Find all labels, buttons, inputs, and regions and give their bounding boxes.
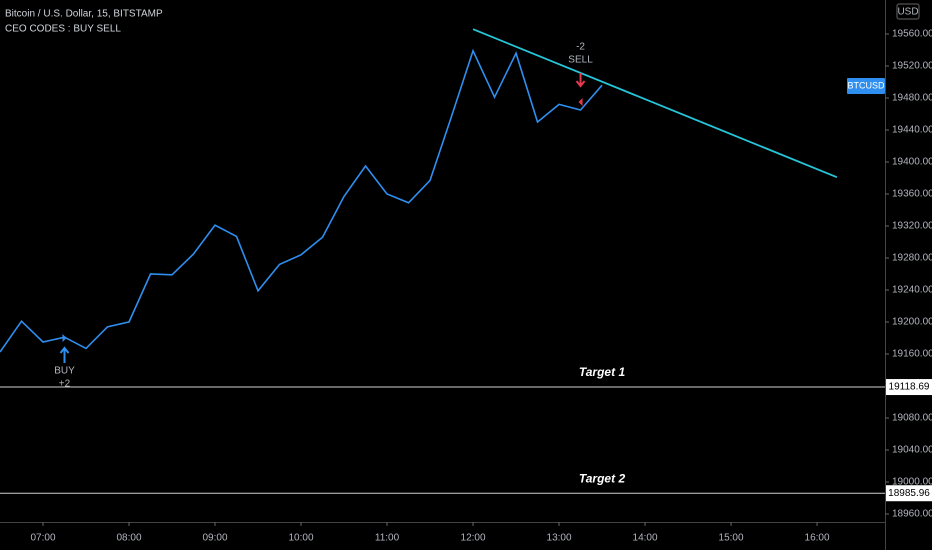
signal-text: BUY — [54, 366, 75, 377]
x-tick-label: 13:00 — [547, 533, 572, 544]
symbol-tag-label: BTCUSD — [847, 80, 885, 90]
x-tick-label: 15:00 — [719, 533, 744, 544]
x-tick-label: 08:00 — [116, 533, 141, 544]
signal-marker — [62, 334, 67, 342]
signal-arrow — [575, 73, 586, 88]
signal-text: SELL — [568, 55, 593, 66]
price-tag — [886, 379, 932, 396]
x-tick-label: 09:00 — [202, 533, 227, 544]
chart-title: Bitcoin / U.S. Dollar, 15, BITSTAMP — [5, 9, 163, 20]
target-name: Target 2 — [579, 471, 626, 485]
price-tag-label: 18985.96 — [888, 488, 930, 499]
y-tick-label: 19160.00 — [892, 349, 932, 360]
currency-box — [896, 3, 920, 20]
target-name: Target 1 — [579, 365, 626, 379]
x-tick-label: 12:00 — [461, 533, 486, 544]
y-tick-label: 19320.00 — [892, 221, 932, 232]
y-tick-label: 19200.00 — [892, 317, 932, 328]
currency-label: USD — [897, 7, 918, 18]
chart-subtitle: CEO CODES : BUY SELL — [5, 24, 121, 35]
x-tick-label: 10:00 — [289, 533, 314, 544]
x-tick-label: 14:00 — [633, 533, 658, 544]
y-tick-label: 19080.00 — [892, 413, 932, 424]
y-tick-label: 19000.00 — [892, 477, 932, 488]
signal-marker — [578, 98, 583, 106]
y-tick-label: 19440.00 — [892, 125, 932, 136]
y-tick-label: 19480.00 — [892, 93, 932, 104]
y-tick-label: 19240.00 — [892, 285, 932, 296]
price-tag — [886, 485, 932, 502]
symbol-tag — [847, 78, 885, 94]
price-tag-label: 19118.69 — [889, 382, 930, 393]
signal-arrow — [59, 346, 70, 363]
x-tick-label: 07:00 — [30, 533, 55, 544]
y-tick-label: 19360.00 — [892, 189, 932, 200]
y-tick-label: 18960.00 — [892, 509, 932, 520]
y-tick-label: 19560.00 — [892, 29, 932, 40]
signal-qty: +2 — [59, 379, 71, 390]
x-tick-label: 11:00 — [375, 533, 400, 544]
y-tick-label: 19280.00 — [892, 253, 932, 264]
price-line — [0, 48, 603, 353]
y-tick-label: 19520.00 — [892, 61, 932, 72]
y-tick-label: 19040.00 — [892, 445, 932, 456]
x-tick-label: 16:00 — [805, 533, 830, 544]
trendline — [472, 28, 838, 179]
y-tick-label: 19400.00 — [892, 157, 932, 168]
signal-qty: -2 — [576, 42, 585, 53]
